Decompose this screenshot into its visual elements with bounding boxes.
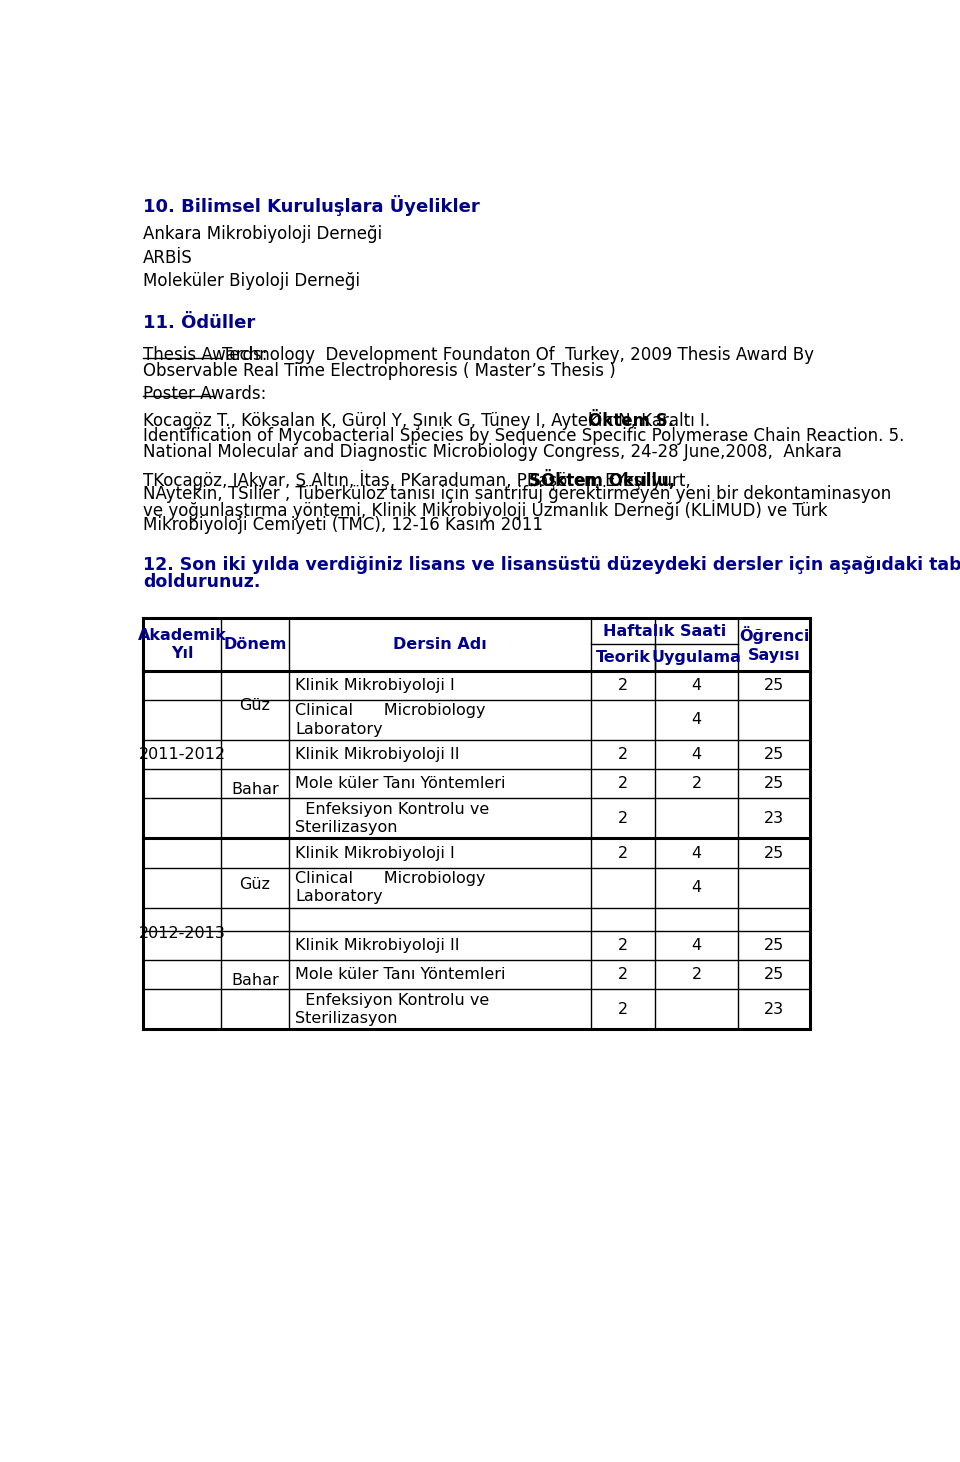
Text: TKocagöz, IAkyar, S Altın, İtaş, PKaraduman, PBaşören, EYeşilyurt,: TKocagöz, IAkyar, S Altın, İtaş, PKaradu…: [143, 469, 696, 490]
Text: ARBİS: ARBİS: [143, 249, 193, 266]
Text: 4: 4: [691, 747, 702, 762]
Text: 4: 4: [691, 880, 702, 895]
Text: Bahar: Bahar: [231, 972, 278, 988]
Text: Ankara Mikrobiyoloji Derneği: Ankara Mikrobiyoloji Derneği: [143, 225, 382, 244]
Text: 12. Son iki yılda verdiğiniz lisans ve lisansüstü düzeydeki dersler için aşağıda: 12. Son iki yılda verdiğiniz lisans ve l…: [143, 556, 960, 573]
Text: Akademik
Yıl: Akademik Yıl: [137, 627, 227, 661]
Text: 2: 2: [618, 811, 628, 826]
Text: Uygulama: Uygulama: [652, 651, 741, 665]
Text: 4: 4: [691, 678, 702, 693]
Text: Moleküler Biyoloji Derneği: Moleküler Biyoloji Derneği: [143, 272, 360, 289]
Text: 2: 2: [618, 1001, 628, 1018]
Text: Enfeksiyon Kontrolu ve
Sterilizasyon: Enfeksiyon Kontrolu ve Sterilizasyon: [295, 801, 490, 835]
Text: 2: 2: [618, 968, 628, 982]
Text: Klinik Mikrobiyoloji I: Klinik Mikrobiyoloji I: [295, 845, 455, 861]
Text: Öktem S.: Öktem S.: [588, 412, 674, 430]
Text: Dersin Adı: Dersin Adı: [394, 637, 487, 652]
Text: Clinical      Microbiology
Laboratory: Clinical Microbiology Laboratory: [295, 871, 486, 905]
Text: Thesis Awards:: Thesis Awards:: [143, 346, 268, 364]
Text: Identification of Mycobacterial Species by Sequence Specific Polymerase Chain Re: Identification of Mycobacterial Species …: [143, 427, 904, 446]
Text: Güz: Güz: [239, 877, 271, 892]
Text: Kocagöz T., Köksalan K, Gürol Y, Şınık G, Tüney I, Aytekin N, Karaltı I.: Kocagöz T., Köksalan K, Gürol Y, Şınık G…: [143, 412, 710, 430]
Text: Klinik Mikrobiyoloji II: Klinik Mikrobiyoloji II: [295, 939, 460, 953]
Text: National Molecular and Diagnostic Microbiology Congress, 24-28 June,2008,  Ankar: National Molecular and Diagnostic Microb…: [143, 443, 842, 461]
Text: 2: 2: [618, 845, 628, 861]
Text: 25: 25: [764, 776, 784, 791]
Text: 23: 23: [764, 1001, 784, 1018]
Text: Klinik Mikrobiyoloji II: Klinik Mikrobiyoloji II: [295, 747, 460, 762]
Text: Observable Real Time Electrophoresis ( Master’s Thesis ): Observable Real Time Electrophoresis ( M…: [143, 361, 616, 380]
Text: Dönem: Dönem: [223, 637, 286, 652]
Text: SÖktem Okullu,: SÖktem Okullu,: [529, 469, 675, 490]
Text: Öğrenci
Sayısı: Öğrenci Sayısı: [739, 626, 809, 662]
Text: 2: 2: [691, 968, 702, 982]
Text: 2: 2: [618, 939, 628, 953]
Text: doldurunuz.: doldurunuz.: [143, 573, 260, 591]
Text: Güz: Güz: [239, 697, 271, 712]
Text: Mole küler Tanı Yöntemleri: Mole küler Tanı Yöntemleri: [295, 968, 506, 982]
Text: Mole küler Tanı Yöntemleri: Mole küler Tanı Yöntemleri: [295, 776, 506, 791]
Text: 23: 23: [764, 811, 784, 826]
Text: ve yoğunlaştırma yöntemi, Klinik Mikrobiyoloji Uzmanlık Derneği (KLİMUD) ve Türk: ve yoğunlaştırma yöntemi, Klinik Mikrobi…: [143, 500, 828, 520]
Text: 25: 25: [764, 747, 784, 762]
Text: Mikrobiyoloji Cemiyeti (TMC), 12-16 Kasım 2011: Mikrobiyoloji Cemiyeti (TMC), 12-16 Kası…: [143, 516, 543, 534]
Text: 11. Ödüller: 11. Ödüller: [143, 314, 255, 332]
Text: Teorik: Teorik: [595, 651, 651, 665]
Text: Poster Awards:: Poster Awards:: [143, 385, 267, 404]
Text: 25: 25: [764, 939, 784, 953]
Text: 2: 2: [618, 678, 628, 693]
Text: 25: 25: [764, 678, 784, 693]
Text: Enfeksiyon Kontrolu ve
Sterilizasyon: Enfeksiyon Kontrolu ve Sterilizasyon: [295, 993, 490, 1026]
Text: 2: 2: [618, 747, 628, 762]
Text: 2011-2012: 2011-2012: [138, 747, 226, 762]
Text: 2: 2: [618, 776, 628, 791]
Text: NAytekin, TSilier , Tüberküloz tanısı için santrifüj gerektirmeyen yeni bir deko: NAytekin, TSilier , Tüberküloz tanısı iç…: [143, 485, 892, 503]
Text: 4: 4: [691, 939, 702, 953]
Text: 4: 4: [691, 712, 702, 727]
Text: Haftalık Saati: Haftalık Saati: [603, 624, 727, 639]
Text: 25: 25: [764, 968, 784, 982]
Text: Technology  Development Foundaton Of  Turkey, 2009 Thesis Award By: Technology Development Foundaton Of Turk…: [223, 346, 814, 364]
Text: 10. Bilimsel Kuruluşlara Üyelikler: 10. Bilimsel Kuruluşlara Üyelikler: [143, 194, 480, 216]
Text: Klinik Mikrobiyoloji I: Klinik Mikrobiyoloji I: [295, 678, 455, 693]
Text: 2012-2013: 2012-2013: [138, 927, 226, 942]
Text: Bahar: Bahar: [231, 782, 278, 797]
Text: 2: 2: [691, 776, 702, 791]
Text: 25: 25: [764, 845, 784, 861]
Text: Clinical      Microbiology
Laboratory: Clinical Microbiology Laboratory: [295, 703, 486, 737]
Text: 4: 4: [691, 845, 702, 861]
